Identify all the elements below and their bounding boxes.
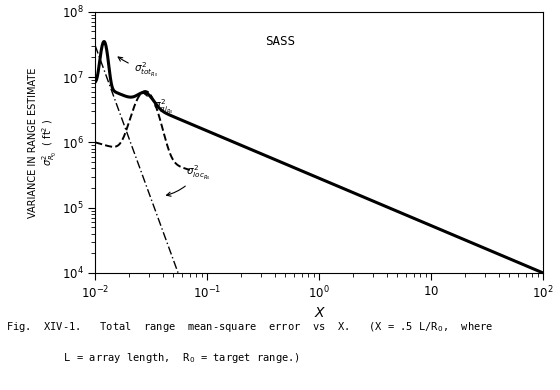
Text: $\sigma^2_{tot_{R_0}}$: $\sigma^2_{tot_{R_0}}$ [118,57,158,79]
Text: Fig.  XIV-1.   Total  range  mean-square  error  vs  X.   (X = .5 L/R$_0$,  wher: Fig. XIV-1. Total range mean-square erro… [6,320,493,334]
X-axis label: X: X [315,306,324,319]
Text: SASS: SASS [265,35,296,48]
Text: $\sigma^2_{loc_{R_0}}$: $\sigma^2_{loc_{R_0}}$ [166,163,211,196]
Text: $\sigma^2_{gi_{R_0}}$: $\sigma^2_{gi_{R_0}}$ [144,92,174,116]
Y-axis label: VARIANCE IN RANGE ESTIMATE
$\sigma^2_{R_0}$  ( ft$^2$ ): VARIANCE IN RANGE ESTIMATE $\sigma^2_{R_… [29,67,59,218]
Text: L = array length,  R$_0$ = target range.): L = array length, R$_0$ = target range.) [39,351,300,365]
